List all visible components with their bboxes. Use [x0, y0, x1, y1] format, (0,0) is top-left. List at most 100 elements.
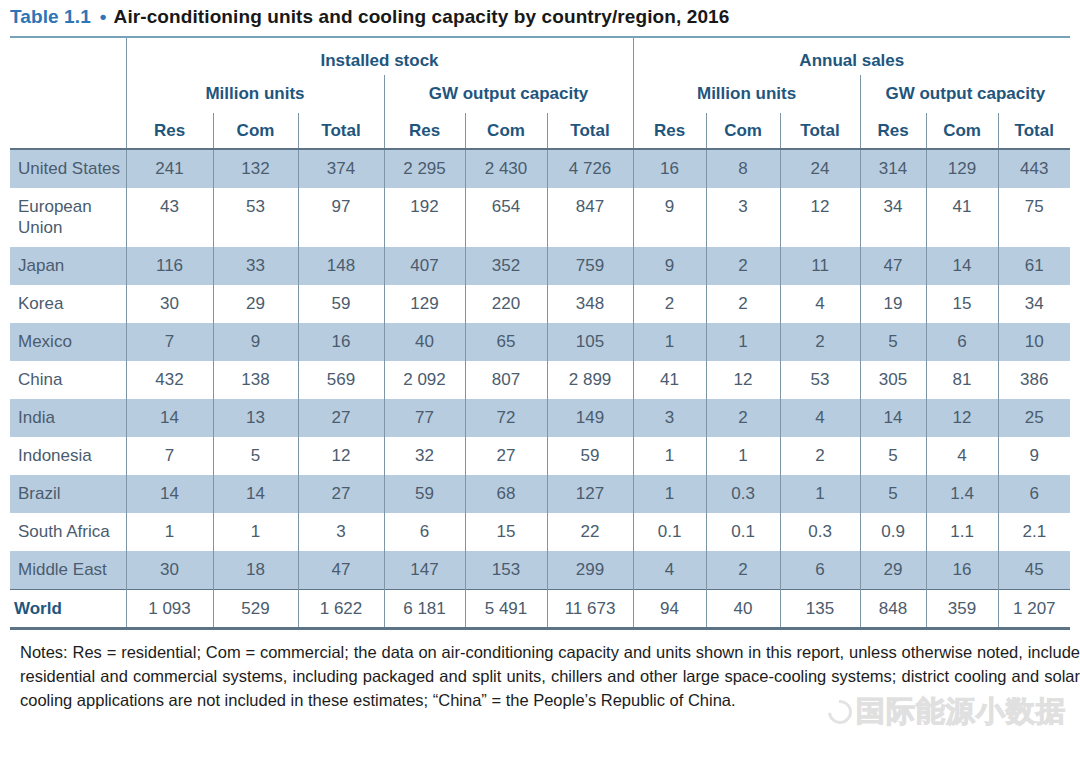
value-cell: 61: [998, 247, 1070, 285]
column-header-com: Com: [926, 113, 998, 149]
column-header-res: Res: [126, 113, 213, 149]
region-cell: European Union: [10, 188, 126, 247]
value-cell: 27: [298, 399, 384, 437]
group-header-annual-sales: Annual sales: [633, 37, 1070, 75]
page: Table 1.1•Air-conditioning units and coo…: [0, 0, 1080, 712]
group-header-row: Installed stock Annual sales: [10, 37, 1070, 75]
value-cell: 1.4: [926, 475, 998, 513]
column-header-com: Com: [465, 113, 547, 149]
corner-cell: [10, 113, 126, 149]
region-cell: Brazil: [10, 475, 126, 513]
value-cell: 4: [780, 399, 860, 437]
value-cell: 18: [213, 551, 298, 590]
value-cell: 138: [213, 361, 298, 399]
region-cell: Korea: [10, 285, 126, 323]
value-cell: 33: [213, 247, 298, 285]
total-row: World1 0935291 6226 1815 49111 673944013…: [10, 590, 1070, 629]
value-cell: 569: [298, 361, 384, 399]
value-cell: 53: [780, 361, 860, 399]
value-cell: 81: [926, 361, 998, 399]
value-cell: 9: [633, 247, 706, 285]
value-cell: 359: [926, 590, 998, 629]
column-header-total: Total: [998, 113, 1070, 149]
table-row: India1413277772149324141225: [10, 399, 1070, 437]
corner-cell: [10, 75, 126, 113]
value-cell: 105: [547, 323, 633, 361]
value-cell: 2: [633, 285, 706, 323]
value-cell: 2 430: [465, 149, 547, 188]
value-cell: 27: [298, 475, 384, 513]
value-cell: 24: [780, 149, 860, 188]
value-cell: 97: [298, 188, 384, 247]
value-cell: 40: [384, 323, 465, 361]
value-cell: 14: [126, 399, 213, 437]
value-cell: 14: [126, 475, 213, 513]
value-cell: 1: [706, 437, 780, 475]
value-cell: 27: [465, 437, 547, 475]
value-cell: 14: [213, 475, 298, 513]
table-row: Japan116331484073527599211471461: [10, 247, 1070, 285]
region-cell: Japan: [10, 247, 126, 285]
value-cell: 2: [780, 323, 860, 361]
value-cell: 41: [633, 361, 706, 399]
value-cell: 2: [706, 247, 780, 285]
subgroup-installed-gw-capacity: GW output capacity: [384, 75, 633, 113]
value-cell: 9: [633, 188, 706, 247]
value-cell: 11: [780, 247, 860, 285]
value-cell: 94: [633, 590, 706, 629]
value-cell: 5: [860, 323, 926, 361]
value-cell: 1 207: [998, 590, 1070, 629]
table-row: Indonesia7512322759112549: [10, 437, 1070, 475]
value-cell: 14: [926, 247, 998, 285]
value-cell: 848: [860, 590, 926, 629]
value-cell: 13: [213, 399, 298, 437]
value-cell: 192: [384, 188, 465, 247]
corner-cell: [10, 37, 126, 75]
value-cell: 16: [298, 323, 384, 361]
value-cell: 1.1: [926, 513, 998, 551]
value-cell: 34: [998, 285, 1070, 323]
value-cell: 32: [384, 437, 465, 475]
region-cell: China: [10, 361, 126, 399]
value-cell: 12: [926, 399, 998, 437]
value-cell: 40: [706, 590, 780, 629]
value-cell: 443: [998, 149, 1070, 188]
value-cell: 374: [298, 149, 384, 188]
value-cell: 25: [998, 399, 1070, 437]
region-cell: United States: [10, 149, 126, 188]
region-cell: Indonesia: [10, 437, 126, 475]
group-header-installed-stock: Installed stock: [126, 37, 633, 75]
subgroup-installed-million-units: Million units: [126, 75, 384, 113]
value-cell: 15: [926, 285, 998, 323]
value-cell: 45: [998, 551, 1070, 590]
value-cell: 77: [384, 399, 465, 437]
value-cell: 2 899: [547, 361, 633, 399]
value-cell: 1 093: [126, 590, 213, 629]
value-cell: 43: [126, 188, 213, 247]
value-cell: 847: [547, 188, 633, 247]
column-header-res: Res: [384, 113, 465, 149]
value-cell: 3: [298, 513, 384, 551]
value-cell: 1: [633, 475, 706, 513]
value-cell: 47: [298, 551, 384, 590]
subgroup-annual-gw-capacity: GW output capacity: [860, 75, 1070, 113]
value-cell: 19: [860, 285, 926, 323]
region-cell: India: [10, 399, 126, 437]
value-cell: 30: [126, 285, 213, 323]
value-cell: 7: [126, 323, 213, 361]
value-cell: 5: [213, 437, 298, 475]
column-header-total: Total: [547, 113, 633, 149]
value-cell: 9: [213, 323, 298, 361]
value-cell: 386: [998, 361, 1070, 399]
value-cell: 314: [860, 149, 926, 188]
column-header-com: Com: [213, 113, 298, 149]
value-cell: 5: [860, 437, 926, 475]
table-row: European Union4353971926548479312344175: [10, 188, 1070, 247]
value-cell: 241: [126, 149, 213, 188]
value-cell: 15: [465, 513, 547, 551]
value-cell: 129: [384, 285, 465, 323]
column-header-res: Res: [860, 113, 926, 149]
ac-data-table: Installed stock Annual sales Million uni…: [10, 36, 1070, 630]
value-cell: 16: [633, 149, 706, 188]
value-cell: 1: [780, 475, 860, 513]
